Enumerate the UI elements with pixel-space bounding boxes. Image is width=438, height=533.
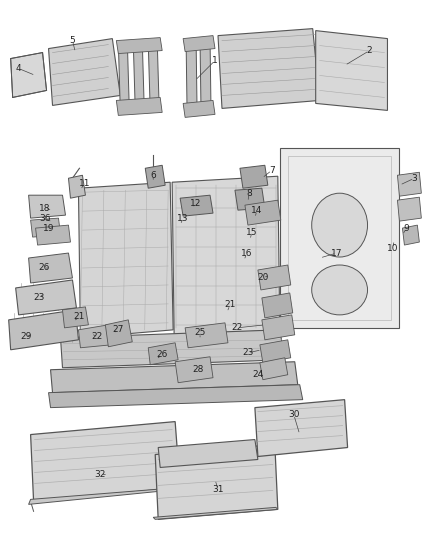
- Polygon shape: [63, 307, 88, 328]
- Text: 4: 4: [16, 64, 21, 73]
- Text: 14: 14: [251, 206, 262, 215]
- Polygon shape: [68, 175, 85, 198]
- Text: 19: 19: [43, 224, 54, 232]
- Text: 12: 12: [191, 199, 202, 208]
- Text: 7: 7: [269, 166, 275, 175]
- Text: 24: 24: [252, 370, 264, 379]
- Text: 3: 3: [412, 174, 417, 183]
- Polygon shape: [155, 445, 278, 519]
- Polygon shape: [262, 293, 293, 318]
- Polygon shape: [175, 357, 213, 383]
- Polygon shape: [245, 200, 281, 225]
- Polygon shape: [186, 39, 197, 114]
- Polygon shape: [397, 197, 421, 221]
- Polygon shape: [158, 440, 258, 467]
- Polygon shape: [316, 30, 388, 110]
- Text: 23: 23: [242, 348, 254, 357]
- Polygon shape: [200, 39, 211, 114]
- Polygon shape: [28, 487, 180, 504]
- Polygon shape: [235, 188, 265, 210]
- Polygon shape: [106, 320, 132, 347]
- Ellipse shape: [312, 265, 367, 315]
- Text: 21: 21: [74, 312, 85, 321]
- Polygon shape: [11, 53, 46, 98]
- Text: 6: 6: [150, 171, 156, 180]
- Text: 32: 32: [95, 470, 106, 479]
- Polygon shape: [218, 29, 320, 108]
- Polygon shape: [240, 165, 268, 188]
- Text: 31: 31: [212, 485, 224, 494]
- Polygon shape: [50, 362, 298, 393]
- Text: 36: 36: [39, 214, 50, 223]
- Polygon shape: [145, 165, 165, 188]
- Text: 13: 13: [177, 214, 189, 223]
- Text: 26: 26: [156, 350, 168, 359]
- Ellipse shape: [312, 193, 367, 257]
- Polygon shape: [31, 218, 60, 237]
- Text: 1: 1: [212, 56, 218, 65]
- Polygon shape: [9, 310, 78, 350]
- Text: 22: 22: [92, 332, 103, 341]
- Polygon shape: [35, 225, 71, 245]
- Text: 5: 5: [70, 36, 75, 45]
- Polygon shape: [153, 507, 278, 519]
- Polygon shape: [258, 265, 291, 290]
- Text: 26: 26: [38, 263, 49, 272]
- Polygon shape: [78, 182, 173, 338]
- Polygon shape: [260, 340, 291, 363]
- Polygon shape: [31, 422, 180, 502]
- Polygon shape: [180, 195, 213, 216]
- Text: 21: 21: [224, 301, 236, 309]
- Polygon shape: [148, 343, 178, 365]
- Polygon shape: [185, 323, 228, 348]
- Polygon shape: [403, 225, 419, 245]
- Text: 27: 27: [113, 325, 124, 334]
- Text: 25: 25: [194, 328, 206, 337]
- Polygon shape: [148, 41, 159, 110]
- Text: 10: 10: [387, 244, 398, 253]
- Polygon shape: [16, 280, 77, 315]
- Text: 23: 23: [33, 294, 44, 302]
- Text: 8: 8: [246, 189, 252, 198]
- Text: 20: 20: [257, 273, 268, 282]
- Polygon shape: [60, 330, 285, 368]
- Polygon shape: [133, 41, 144, 110]
- Polygon shape: [172, 176, 280, 336]
- Polygon shape: [262, 315, 295, 340]
- Text: 2: 2: [367, 46, 372, 55]
- Text: 11: 11: [79, 179, 90, 188]
- Text: 28: 28: [192, 365, 204, 374]
- Polygon shape: [183, 36, 215, 52]
- Polygon shape: [78, 325, 111, 348]
- Polygon shape: [397, 172, 421, 196]
- Text: 16: 16: [241, 248, 253, 257]
- Polygon shape: [117, 98, 162, 116]
- Text: 18: 18: [39, 204, 50, 213]
- Polygon shape: [260, 358, 288, 379]
- Polygon shape: [28, 195, 66, 218]
- Polygon shape: [28, 253, 72, 283]
- Text: 15: 15: [246, 228, 258, 237]
- Polygon shape: [49, 385, 303, 408]
- Text: 29: 29: [20, 332, 31, 341]
- Text: 30: 30: [288, 410, 300, 419]
- Polygon shape: [183, 100, 215, 117]
- Polygon shape: [118, 41, 129, 110]
- Bar: [288, 156, 392, 320]
- Polygon shape: [117, 38, 162, 53]
- Text: 22: 22: [231, 324, 243, 333]
- Polygon shape: [280, 148, 399, 328]
- Text: 9: 9: [403, 224, 409, 232]
- Text: 17: 17: [331, 248, 343, 257]
- Polygon shape: [49, 38, 120, 106]
- Polygon shape: [255, 400, 348, 456]
